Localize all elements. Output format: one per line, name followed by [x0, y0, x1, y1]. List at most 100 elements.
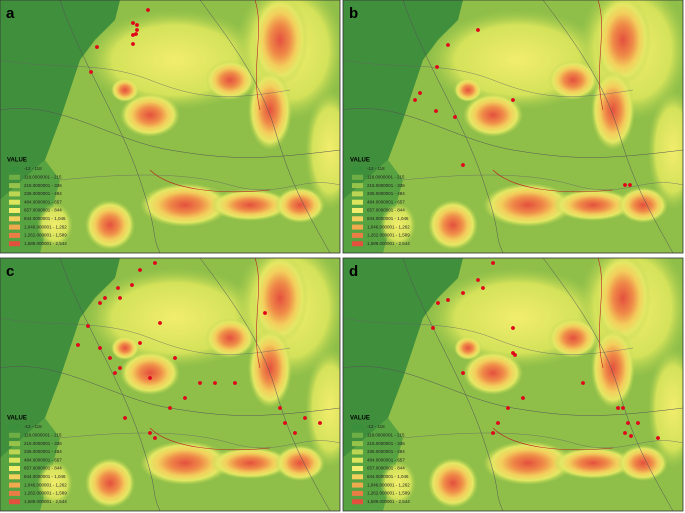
site-dot	[135, 23, 139, 27]
panel-label: a	[6, 5, 15, 22]
site-dot	[168, 406, 172, 410]
legend-label: 215.0000001 - 336	[24, 441, 62, 446]
site-dot	[108, 356, 112, 360]
panel-border	[342, 257, 684, 512]
site-dot	[263, 311, 267, 315]
site-dot	[153, 436, 157, 440]
legend-label: 1,589.000001 - 2,544	[367, 499, 410, 504]
site-dot	[418, 91, 422, 95]
legend-label: 657.0000001 - 844	[24, 466, 62, 471]
legend-swatch	[9, 449, 20, 455]
legend-swatch	[9, 457, 20, 463]
site-dot	[118, 366, 122, 370]
site-dot	[446, 43, 450, 47]
site-dot	[446, 298, 450, 302]
site-dot	[476, 28, 480, 32]
site-dot	[461, 371, 465, 375]
legend-swatch	[9, 466, 20, 471]
legend-label: 844.0000001 - 1,046	[367, 216, 409, 221]
legend-swatch	[9, 490, 20, 496]
site-dot	[461, 291, 465, 295]
map-panel: d VALUE -12 - 118 118.0000001 - 215 215.0000…	[342, 238, 685, 512]
site-dot	[98, 346, 102, 350]
site-dot	[131, 42, 135, 46]
legend-label: -12 - 118	[24, 166, 42, 171]
legend-swatch	[352, 449, 363, 455]
legend-label: 657.0000001 - 844	[367, 208, 405, 213]
site-dot	[461, 163, 465, 167]
site-dot	[173, 356, 177, 360]
site-dot	[283, 421, 287, 425]
site-dot	[628, 183, 632, 187]
site-dot	[513, 353, 517, 357]
legend-swatch	[9, 166, 20, 172]
site-dot	[103, 296, 107, 300]
legend-swatch	[352, 432, 363, 438]
map-panel: c VALUE -12 - 118 118.0000001 - 215 215.0000…	[0, 238, 355, 512]
legend-swatch	[352, 216, 363, 222]
legend-label: -12 - 118	[367, 166, 385, 171]
panel-label: d	[349, 263, 358, 280]
legend-label: 844.0000001 - 1,046	[367, 474, 409, 479]
legend-swatch	[9, 199, 20, 205]
site-dot	[213, 381, 217, 385]
site-dot	[89, 70, 93, 74]
legend-swatch	[9, 224, 20, 230]
legend-swatch	[352, 466, 363, 471]
site-dot	[436, 301, 440, 305]
panel-border	[342, 0, 684, 254]
site-dot	[621, 406, 625, 410]
site-dot	[113, 371, 117, 375]
legend-label: 484.0000001 - 657	[24, 199, 62, 204]
legend-swatch	[9, 424, 20, 430]
site-dot	[198, 381, 202, 385]
legend-label: 484.0000001 - 657	[367, 199, 405, 204]
site-dot	[158, 321, 162, 325]
legend-swatch	[9, 241, 20, 247]
legend-label: 1,262.000001 - 1,589	[367, 491, 410, 496]
legend-label: 1,589.000001 - 2,544	[24, 499, 67, 504]
legend-swatch	[9, 232, 20, 238]
site-dot	[233, 381, 237, 385]
legend-label: 1,262.000001 - 1,589	[367, 233, 410, 238]
legend-label: 336.0000001 - 484	[24, 191, 62, 196]
legend-label: -12 - 118	[367, 424, 385, 429]
legend-swatch	[352, 224, 363, 230]
legend-label: 118.0000001 - 215	[24, 432, 62, 437]
legend-swatch	[352, 174, 363, 180]
legend-swatch	[9, 432, 20, 438]
site-dot	[434, 109, 438, 113]
site-dot	[134, 32, 138, 36]
legend-swatch	[352, 166, 363, 172]
legend-swatch	[352, 474, 363, 480]
site-dot	[116, 286, 120, 290]
site-dot	[636, 421, 640, 425]
legend-swatch	[352, 191, 363, 197]
site-dot	[98, 301, 102, 305]
legend-swatch	[352, 183, 363, 189]
legend-label: 118.0000001 - 215	[24, 174, 62, 179]
site-dot	[146, 8, 150, 12]
site-dot	[413, 98, 417, 102]
legend-label: 336.0000001 - 484	[367, 449, 405, 454]
site-dot	[86, 324, 90, 328]
panel-label: c	[6, 263, 14, 280]
site-dot	[293, 431, 297, 435]
site-dot	[153, 261, 157, 265]
legend-swatch	[352, 441, 363, 447]
site-dot	[303, 416, 307, 420]
legend-title: VALUE	[7, 416, 27, 422]
site-dot	[76, 343, 80, 347]
legend-label: 1,262.000001 - 1,589	[24, 233, 67, 238]
legend-swatch	[352, 490, 363, 496]
legend-label: 1,046.000001 - 1,262	[367, 482, 410, 487]
panel-border	[0, 0, 341, 254]
legend-swatch	[352, 232, 363, 238]
legend-swatch	[352, 424, 363, 430]
legend-swatch	[9, 216, 20, 222]
legend-label: 1,262.000001 - 1,589	[24, 491, 67, 496]
legend-label: 657.0000001 - 844	[24, 208, 62, 213]
site-dot	[131, 21, 135, 25]
legend-swatch	[9, 499, 20, 505]
site-dot	[435, 65, 439, 69]
